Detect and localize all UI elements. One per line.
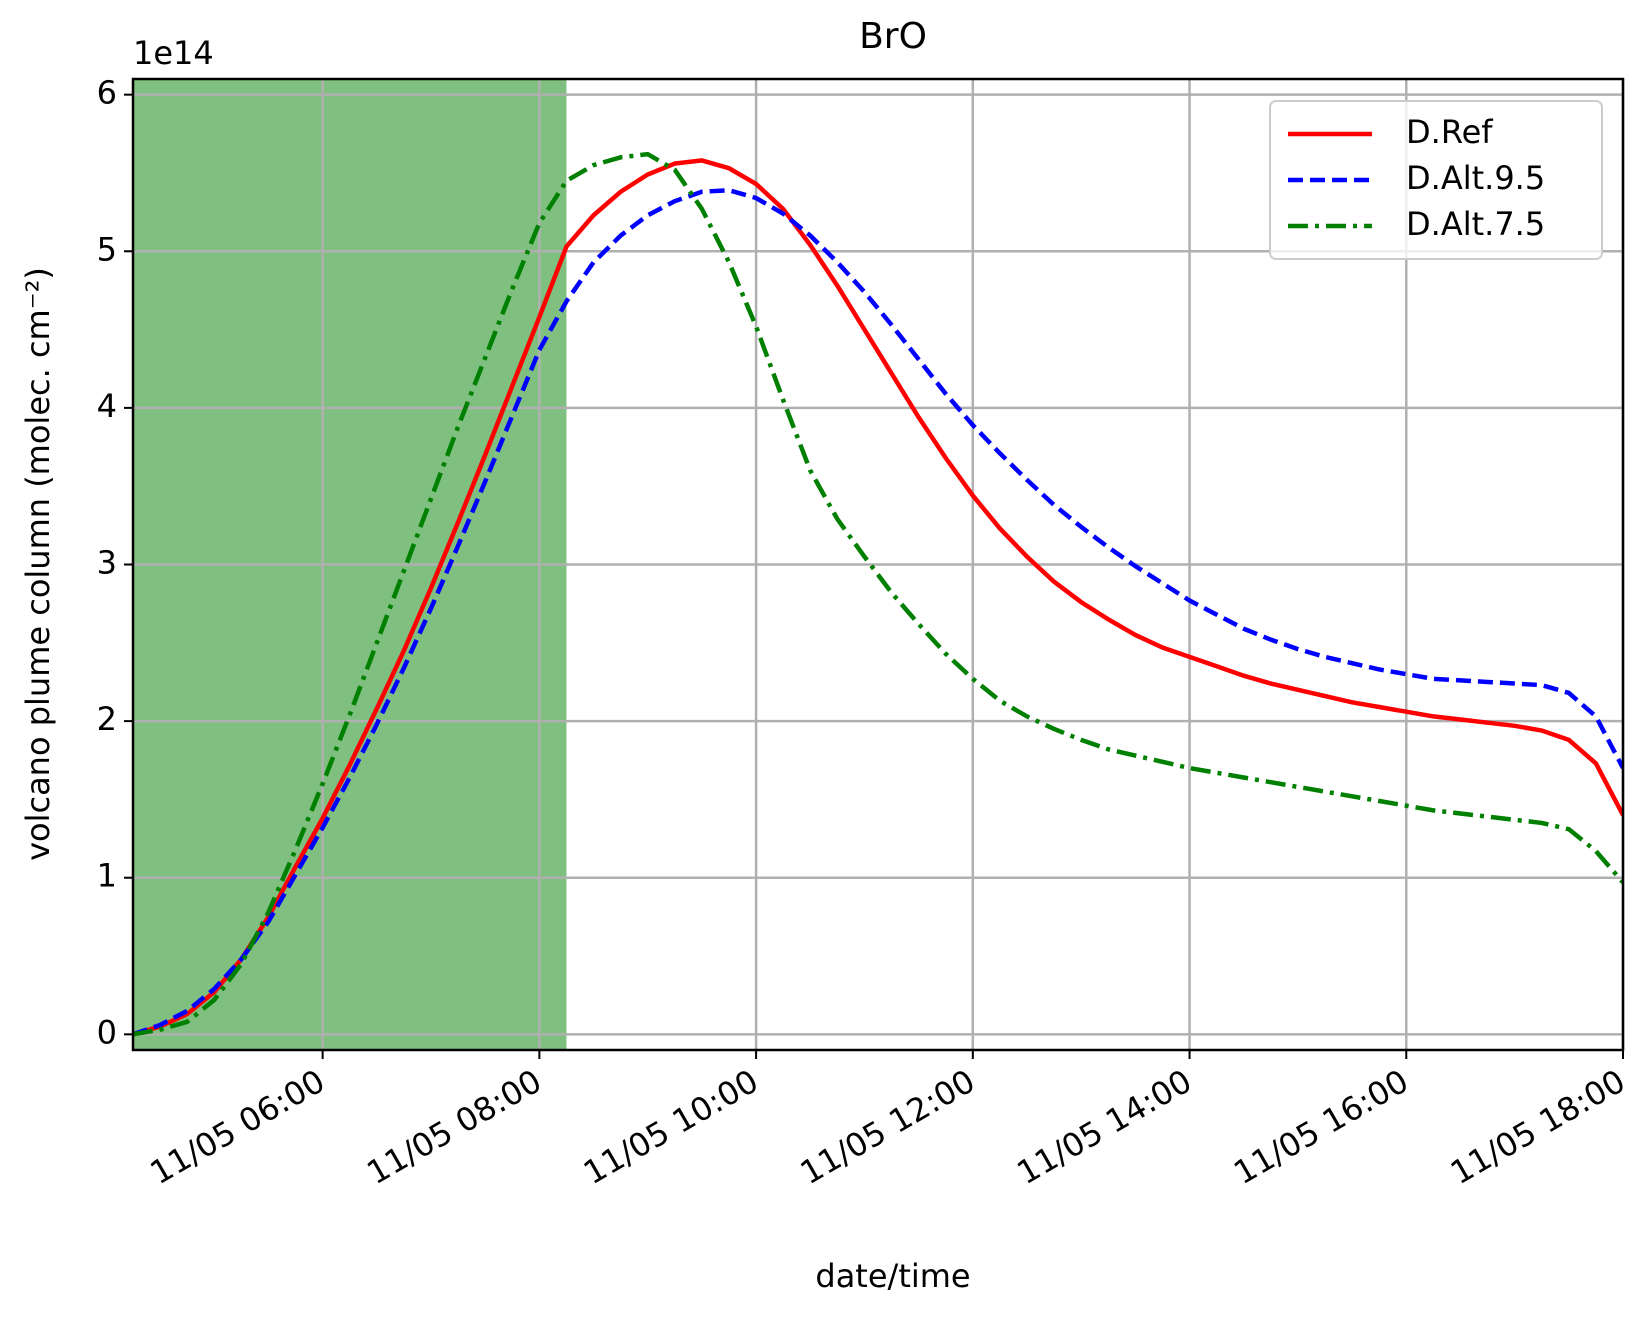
- plot-frame: [131, 77, 1625, 1052]
- x-tick-label: 11/05 16:00: [1227, 1062, 1415, 1192]
- x-tick-label: 11/05 08:00: [360, 1062, 548, 1192]
- series-line: [133, 151, 1623, 1037]
- legend-label: D.Ref: [1406, 113, 1493, 151]
- x-axis-label: date/time: [815, 1257, 970, 1295]
- y-tick-label: 2: [97, 700, 117, 738]
- series-line: [133, 158, 1623, 1037]
- series-line: [133, 187, 1623, 1037]
- legend-label: D.Alt.9.5: [1406, 159, 1545, 197]
- x-tick-label: 11/05 10:00: [577, 1062, 765, 1192]
- offset-text: 1e14: [133, 34, 214, 72]
- x-tick-label: 11/05 14:00: [1011, 1062, 1199, 1192]
- y-tick-label: 1: [97, 857, 117, 895]
- x-tick-label: 11/05 06:00: [144, 1062, 332, 1192]
- y-tick-label: 5: [97, 230, 117, 268]
- x-tick-label: 11/05 12:00: [794, 1062, 982, 1192]
- x-tick-label: 11/05 18:00: [1444, 1062, 1632, 1192]
- y-tick-label: 6: [97, 74, 117, 112]
- legend-box: [1269, 100, 1603, 260]
- y-tick-label: 4: [97, 387, 117, 425]
- y-tick-label: 3: [97, 544, 117, 582]
- legend-label: D.Alt.7.5: [1406, 205, 1545, 243]
- chart-title: BrO: [859, 16, 927, 57]
- y-axis-label: volcano plume column (molec. cm⁻²): [19, 267, 57, 861]
- y-tick-label: 0: [97, 1013, 117, 1051]
